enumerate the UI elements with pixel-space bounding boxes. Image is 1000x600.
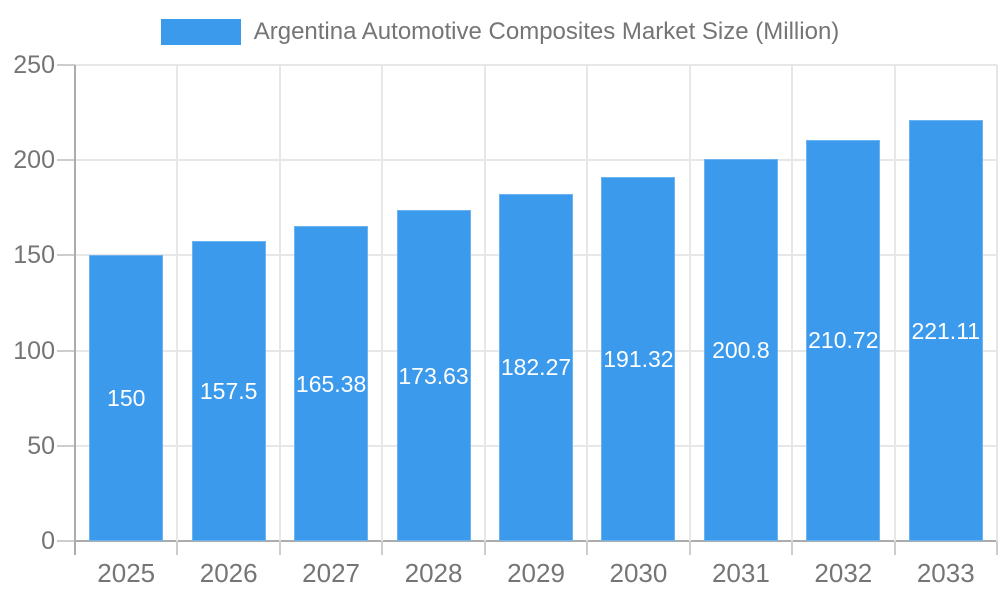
bar-2028[interactable] [396,210,471,541]
bar-2030[interactable] [601,176,676,541]
x-axis-label-2030: 2030 [609,558,668,588]
v-gridline [278,65,281,541]
bar-2031[interactable] [703,158,778,541]
y-axis-label: 150 [13,241,55,270]
x-axis-label-2033: 2033 [916,558,975,588]
h-gridline [75,64,997,66]
y-axis-label: 250 [13,51,55,79]
chart-legend[interactable]: Argentina Automotive Composites Market S… [0,16,1000,48]
v-gridline [791,65,794,541]
x-tick [893,541,896,555]
y-tick [57,159,75,162]
bar-2033[interactable] [908,120,983,541]
x-tick [586,541,589,555]
x-tick [278,541,281,555]
y-tick [57,540,75,542]
x-tick [381,541,384,555]
y-axis: 0 50 100 150 200 250 [0,52,55,554]
x-axis-baseline [75,540,997,542]
y-tick [57,444,75,447]
y-axis-label: 200 [13,146,55,175]
v-gridline [893,65,896,541]
bar-2025[interactable] [89,255,164,541]
h-gridline [75,159,997,162]
legend-swatch [160,19,241,45]
x-tick [483,541,486,555]
bar-2029[interactable] [499,193,573,541]
y-tick [57,64,75,66]
legend-label: Argentina Automotive Composites Market S… [253,18,840,45]
x-tick [176,541,179,555]
bar-2027[interactable] [294,226,369,541]
plot-area: 150 157.5 165.38 173.63 182.27 191.32 200.8 210… [57,64,998,555]
y-axis-label: 0 [41,527,55,555]
v-gridline [586,65,589,541]
y-tick [57,349,75,352]
y-axis-label: 50 [27,431,55,460]
y-tick [57,254,75,257]
x-tick [791,541,794,555]
bar-2032[interactable] [806,139,881,541]
bar-2026[interactable] [191,241,266,541]
x-axis-label-2025: 2025 [97,558,156,588]
x-axis-label-2029: 2029 [507,558,565,588]
v-gridline [176,65,179,541]
v-gridline [381,65,384,541]
x-tick [688,541,691,555]
v-gridline [996,65,998,541]
x-axis-label-2028: 2028 [404,558,463,588]
v-gridline [688,65,691,541]
x-axis-label-2027: 2027 [302,558,361,588]
x-tick [996,541,998,555]
v-gridline [483,65,486,541]
x-axis-label-2026: 2026 [199,558,258,588]
y-axis-label: 100 [13,336,55,365]
x-axis: 2025 2026 2027 2028 2029 2030 2031 2032 2033 [75,558,997,592]
x-axis-label-2031: 2031 [711,558,770,588]
x-axis-label-2032: 2032 [814,558,873,588]
y-axis-line [74,65,76,555]
